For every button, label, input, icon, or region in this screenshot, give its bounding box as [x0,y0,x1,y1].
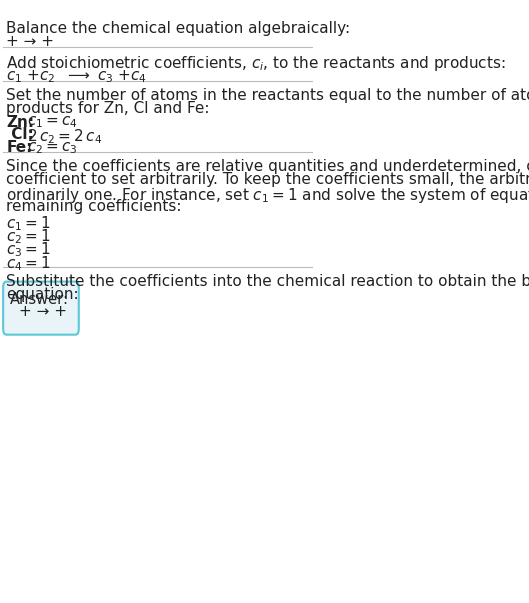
Text: Fe:: Fe: [6,140,33,155]
Text: Substitute the coefficients into the chemical reaction to obtain the balanced: Substitute the coefficients into the che… [6,274,529,289]
Text: Since the coefficients are relative quantities and underdetermined, choose a: Since the coefficients are relative quan… [6,159,529,174]
Text: $c_1 = 1$: $c_1 = 1$ [6,214,51,233]
Text: + → +: + → + [6,34,54,49]
Text: $c_1 = c_4$: $c_1 = c_4$ [27,115,78,130]
Text: equation:: equation: [6,287,79,302]
Text: Balance the chemical equation algebraically:: Balance the chemical equation algebraica… [6,21,350,36]
Text: $2\,c_2 = 2\,c_4$: $2\,c_2 = 2\,c_4$ [27,127,102,146]
Text: Set the number of atoms in the reactants equal to the number of atoms in the: Set the number of atoms in the reactants… [6,88,529,103]
Text: ordinarily one. For instance, set $c_1 = 1$ and solve the system of equations fo: ordinarily one. For instance, set $c_1 =… [6,186,529,205]
Text: $c_1$ $+c_2$  $\longrightarrow$ $c_3$ $+c_4$: $c_1$ $+c_2$ $\longrightarrow$ $c_3$ $+c… [6,68,147,85]
FancyBboxPatch shape [3,282,79,335]
Text: $c_2 = 1$: $c_2 = 1$ [6,227,51,246]
Text: Add stoichiometric coefficients, $c_i$, to the reactants and products:: Add stoichiometric coefficients, $c_i$, … [6,54,506,74]
Text: Zn:: Zn: [6,115,34,130]
Text: $c_2 = c_3$: $c_2 = c_3$ [27,140,77,156]
Text: Answer:: Answer: [10,292,69,308]
Text: remaining coefficients:: remaining coefficients: [6,199,182,214]
Text: $c_4 = 1$: $c_4 = 1$ [6,254,51,273]
Text: products for Zn, Cl and Fe:: products for Zn, Cl and Fe: [6,101,210,116]
Text: + → +: + → + [19,304,67,319]
Text: Cl:: Cl: [6,127,34,142]
Text: $c_3 = 1$: $c_3 = 1$ [6,241,51,259]
Text: coefficient to set arbitrarily. To keep the coefficients small, the arbitrary va: coefficient to set arbitrarily. To keep … [6,172,529,188]
